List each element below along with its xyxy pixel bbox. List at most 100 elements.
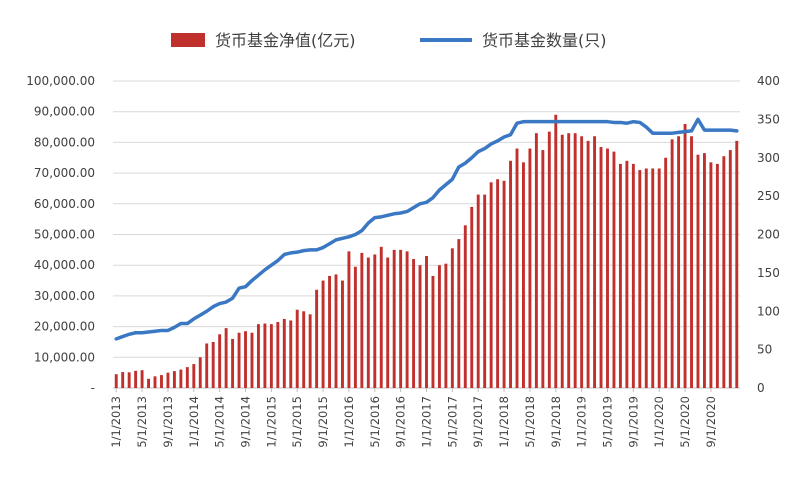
- bar: [256, 324, 260, 388]
- bar: [483, 194, 487, 388]
- bar: [379, 246, 383, 388]
- y-right-tick-label: 200: [757, 228, 780, 242]
- y-left-tick-label: 60,000.00: [34, 197, 95, 211]
- bar: [192, 364, 196, 388]
- bar: [606, 148, 609, 388]
- bar: [560, 134, 564, 388]
- bar: [160, 375, 163, 388]
- bar: [593, 136, 597, 388]
- bar: [328, 275, 331, 388]
- x-tick-label: 5/1/2016: [368, 396, 382, 448]
- bar: [567, 133, 571, 388]
- bar: [114, 374, 118, 388]
- y-left-tick-label: 40,000.00: [34, 258, 95, 272]
- bar: [599, 147, 603, 388]
- bar: [405, 251, 409, 388]
- bar: [224, 328, 228, 388]
- bar: [244, 331, 247, 388]
- x-tick-label: 9/1/2018: [549, 396, 563, 448]
- bar: [722, 156, 726, 388]
- bar: [373, 254, 377, 388]
- y-left-tick-label: 90,000.00: [34, 105, 95, 119]
- x-tick-label: 9/1/2013: [161, 396, 175, 448]
- bar: [728, 150, 732, 388]
- x-tick-label: 1/1/2014: [187, 396, 201, 448]
- bar: [631, 163, 635, 388]
- bar: [121, 372, 125, 388]
- bar: [166, 372, 170, 388]
- bar: [386, 257, 390, 388]
- bar: [127, 372, 131, 388]
- bar: [476, 194, 480, 388]
- bar: [250, 332, 254, 388]
- bar: [185, 367, 189, 388]
- bar: [315, 289, 319, 388]
- bar: [657, 168, 661, 388]
- bar: [618, 163, 622, 388]
- y-right-tick-label: 150: [757, 266, 780, 280]
- bar: [263, 323, 267, 388]
- bar: [664, 157, 668, 388]
- bar: [295, 309, 299, 388]
- bar: [644, 168, 648, 388]
- bar: [444, 263, 448, 388]
- bar: [702, 153, 706, 388]
- bar: [515, 148, 519, 388]
- bar: [134, 370, 138, 388]
- y-left-tick-label: 30,000.00: [34, 289, 95, 303]
- y-left-tick-label: 70,000.00: [34, 166, 95, 180]
- y-left-tick-label: 100,000.00: [26, 74, 95, 88]
- bar: [140, 370, 144, 388]
- bar: [534, 133, 538, 388]
- x-tick-label: 5/1/2013: [135, 396, 149, 448]
- bar: [470, 206, 474, 388]
- y-left-tick-label: 80,000.00: [34, 135, 95, 149]
- x-tick-label: 5/1/2020: [678, 396, 692, 448]
- x-tick-label: 1/1/2020: [652, 396, 666, 448]
- x-tick-label: 1/1/2017: [420, 396, 434, 448]
- legend-label-net-value: 货币基金净值(亿元): [215, 31, 356, 50]
- bar: [147, 378, 151, 388]
- bar: [211, 341, 215, 388]
- y-left-tick-label: -: [91, 381, 95, 395]
- x-tick-label: 9/1/2020: [704, 396, 718, 448]
- bar: [425, 255, 428, 388]
- y-left-tick-label: 20,000.00: [34, 320, 95, 334]
- legend: 货币基金净值(亿元) 货币基金数量(只): [171, 31, 607, 50]
- bar: [651, 168, 655, 388]
- bar: [399, 249, 403, 388]
- bar: [580, 136, 584, 388]
- bar: [735, 140, 739, 388]
- bar: [237, 332, 241, 388]
- bar: [179, 369, 183, 388]
- bar: [496, 179, 500, 388]
- bar: [289, 320, 293, 388]
- bar-series-net-value: [114, 114, 739, 389]
- bar: [412, 259, 416, 388]
- bar: [522, 162, 525, 388]
- bar: [690, 136, 693, 388]
- bar: [153, 376, 157, 388]
- y-axis-right: 0 50 100 150 200 250 300 350 400: [757, 74, 780, 395]
- bar: [612, 151, 616, 388]
- y-right-tick-label: 100: [757, 304, 780, 318]
- bar: [541, 150, 545, 388]
- bar: [418, 265, 422, 388]
- legend-bar-swatch: [171, 33, 205, 47]
- bar: [353, 266, 357, 388]
- line-series-fund-count: [114, 117, 739, 341]
- bar: [586, 140, 590, 388]
- y-right-tick-label: 350: [757, 112, 780, 126]
- y-left-tick-label: 50,000.00: [34, 228, 95, 242]
- bar: [360, 252, 364, 388]
- legend-label-fund-count: 货币基金数量(只): [482, 31, 607, 50]
- bar: [450, 248, 454, 388]
- bar: [696, 154, 700, 388]
- bar: [172, 371, 176, 388]
- bar: [347, 251, 351, 388]
- bar: [308, 314, 312, 388]
- bar: [573, 133, 577, 388]
- bar: [677, 136, 681, 388]
- x-tick-label: 9/1/2017: [471, 396, 485, 448]
